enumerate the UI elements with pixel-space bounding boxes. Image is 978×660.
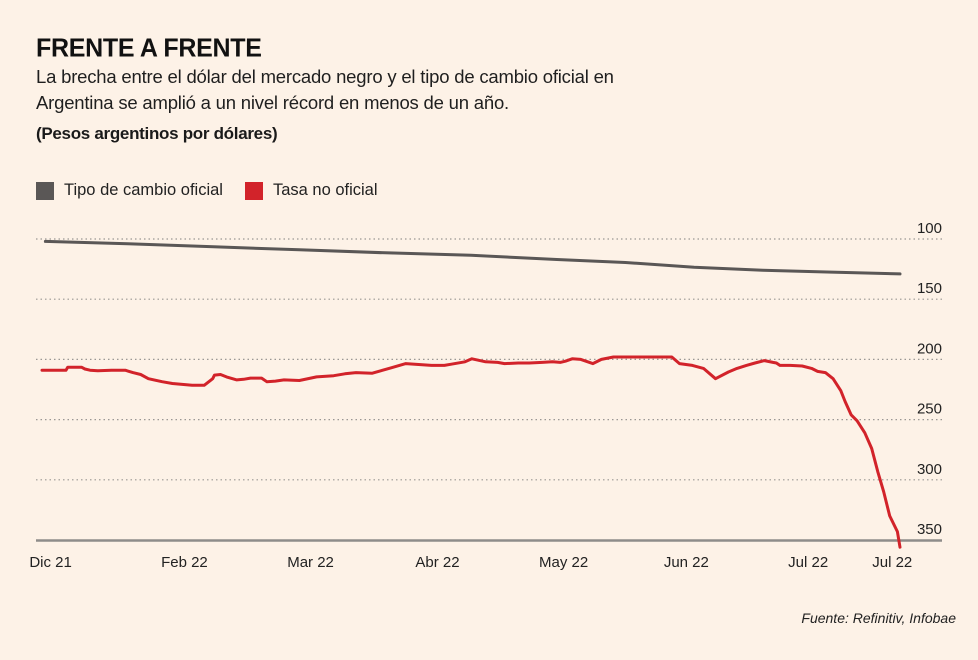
x-tick-label: Jul 22	[788, 554, 828, 571]
legend-item-unofficial: Tasa no oficial	[244, 181, 378, 200]
legend: Tipo de cambio oficial Tasa no oficial	[36, 181, 400, 200]
x-tick-label: Feb 22	[161, 554, 208, 571]
x-axis-ticks: Dic 21 Feb 22 Mar 22 Abr 22 May 22 Jun 22 Jul …	[29, 554, 912, 571]
y-tick-label: 200	[917, 340, 942, 357]
x-tick-label: Jun 22	[664, 554, 709, 571]
series-line-official	[43, 239, 902, 276]
chart-title: FRENTE A FRENTE	[36, 33, 262, 63]
y-tick-label: 300	[917, 461, 942, 478]
y-axis-ticks: 100 150 200 250 300 350	[917, 220, 942, 538]
x-tick-label: Dic 21	[29, 554, 72, 571]
y-tick-label: 350	[917, 521, 942, 538]
units-label: (Pesos argentinos por dólares)	[36, 124, 278, 143]
legend-item-official: Tipo de cambio oficial	[36, 181, 223, 200]
legend-label-unofficial: Tasa no oficial	[272, 181, 378, 199]
x-tick-label: Jul 22	[872, 554, 912, 571]
legend-swatch-unofficial	[244, 181, 263, 200]
series-lines	[40, 239, 902, 549]
x-tick-label: Mar 22	[287, 554, 334, 571]
chart-subtitle: La brecha entre el dólar del mercado neg…	[36, 66, 614, 113]
x-tick-label: Abr 22	[415, 554, 459, 571]
legend-swatch-official	[36, 181, 54, 200]
legend-label-official: Tipo de cambio oficial	[64, 181, 223, 199]
series-line-unofficial	[40, 355, 902, 549]
source-note: Fuente: Refinitiv, Infobae	[801, 610, 956, 626]
x-tick-label: May 22	[539, 554, 588, 571]
y-tick-label: 150	[917, 280, 942, 297]
y-tick-label: 250	[917, 401, 942, 418]
y-tick-label: 100	[917, 220, 942, 237]
gridlines	[36, 238, 942, 542]
